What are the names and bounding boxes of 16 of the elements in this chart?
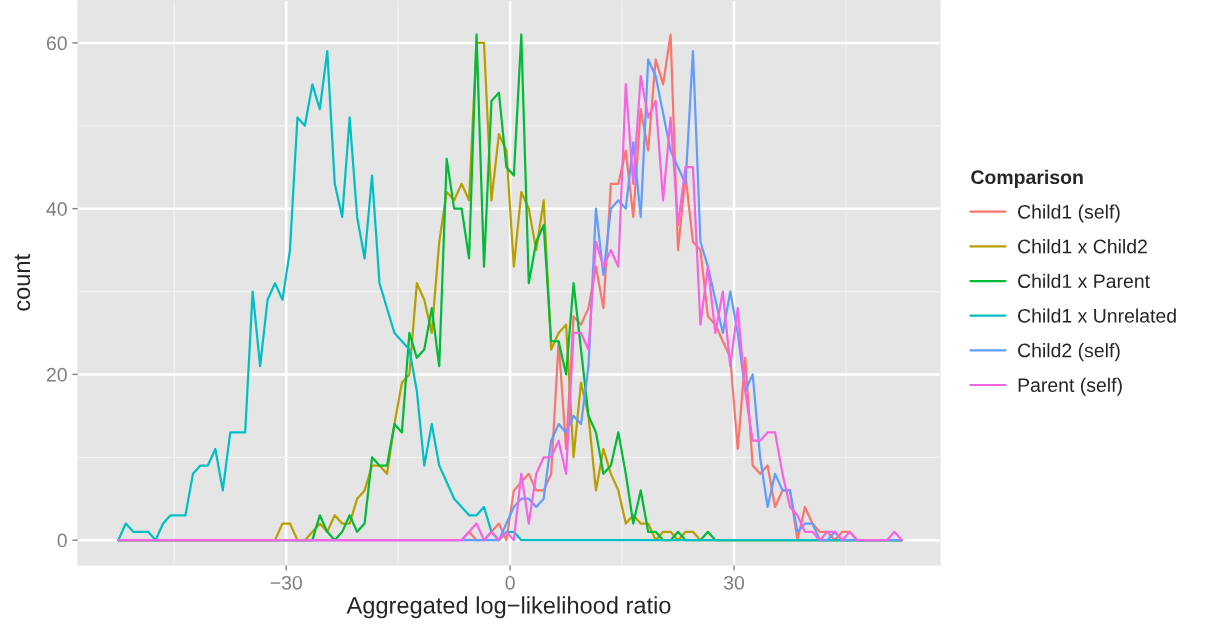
y-tick-label: 20 <box>46 367 67 382</box>
y-tick-label: 0 <box>57 533 67 548</box>
y-axis-title: count <box>14 254 31 311</box>
legend-label: Child2 (self) <box>1018 343 1120 362</box>
legend-label: Child1 x Unrelated <box>1018 308 1176 323</box>
x-tick-label: 0 <box>505 575 515 590</box>
legend-label: Child1 x Child2 <box>1018 239 1147 254</box>
x-axis-title: Aggregated log−likelihood ratio <box>346 596 671 619</box>
x-tick-label: 30 <box>723 575 745 590</box>
y-tick-label: 40 <box>46 202 67 216</box>
x-tick-label: −30 <box>270 575 302 590</box>
legend-label: Parent (self) <box>1018 377 1122 396</box>
legend-label: Child1 x Parent <box>1018 273 1150 289</box>
y-tick-label: 60 <box>46 36 67 51</box>
legend-label: Child1 (self) <box>1018 204 1120 223</box>
legend-title: Comparison <box>971 169 1083 188</box>
